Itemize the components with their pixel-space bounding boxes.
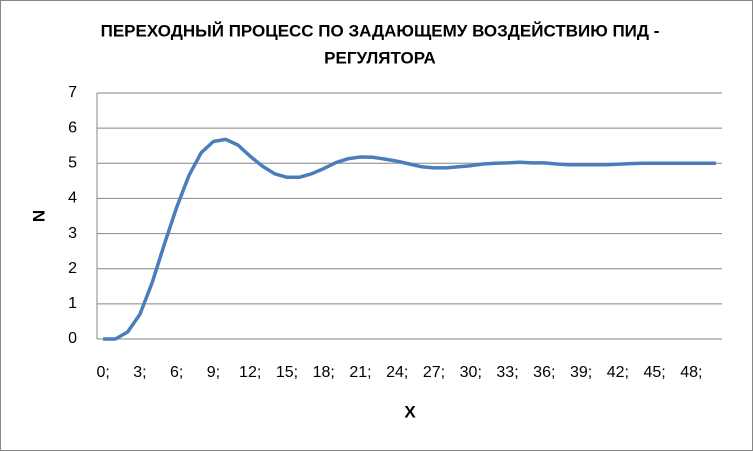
y-tick-label: 4	[68, 190, 77, 207]
y-axis-label: N	[29, 210, 48, 222]
x-tick-label: 9;	[207, 364, 220, 381]
data-line	[103, 137, 716, 341]
y-tick-label: 0	[68, 330, 77, 347]
x-tick-label: 18;	[313, 364, 335, 381]
x-tick-label: 48;	[680, 364, 702, 381]
chart-title: ПЕРЕХОДНЫЙ ПРОЦЕСС ПО ЗАДАЮЩЕМУ ВОЗДЕЙСТ…	[101, 21, 660, 40]
x-tick-label: 0;	[96, 364, 109, 381]
y-tick-label: 5	[68, 155, 77, 172]
x-tick-label: 12;	[239, 364, 261, 381]
x-tick-label: 45;	[643, 364, 665, 381]
x-tick-label: 21;	[349, 364, 371, 381]
x-tick-label: 24;	[386, 364, 408, 381]
x-tick-label: 39;	[570, 364, 592, 381]
y-tick-label: 1	[68, 295, 77, 312]
x-tick-label: 15;	[276, 364, 298, 381]
x-tick-label: 36;	[533, 364, 555, 381]
y-tick-label: 3	[68, 225, 77, 242]
chart-title: РЕГУЛЯТОРА	[324, 48, 436, 67]
x-tick-label: 30;	[460, 364, 482, 381]
x-tick-label: 3;	[133, 364, 146, 381]
x-axis-label: X	[404, 402, 416, 421]
y-tick-label: 2	[68, 260, 77, 277]
x-tick-label: 6;	[170, 364, 183, 381]
x-tick-label: 42;	[607, 364, 629, 381]
x-tick-label: 33;	[496, 364, 518, 381]
y-tick-label: 6	[68, 119, 77, 136]
x-tick-label: 27;	[423, 364, 445, 381]
y-tick-label: 7	[68, 84, 77, 101]
